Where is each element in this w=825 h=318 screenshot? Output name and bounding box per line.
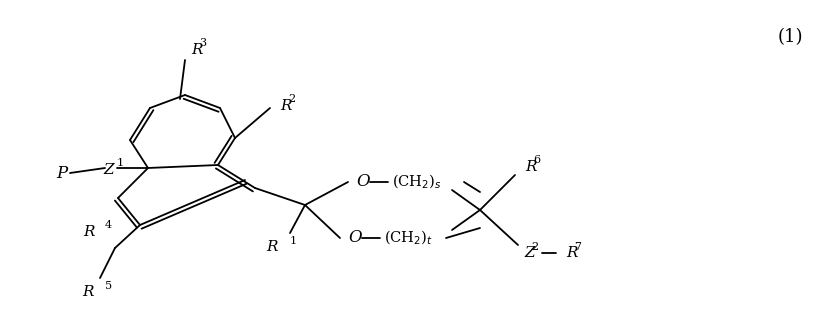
Text: 7: 7	[574, 242, 582, 252]
Text: 1: 1	[116, 158, 124, 168]
Text: 5: 5	[105, 281, 112, 291]
Text: R: R	[525, 160, 536, 174]
Text: R: R	[83, 225, 95, 239]
Text: O: O	[348, 230, 361, 246]
Text: 3: 3	[200, 38, 206, 48]
Text: Z: Z	[104, 163, 115, 177]
Text: R: R	[280, 99, 291, 113]
Text: 1: 1	[290, 236, 297, 246]
Text: P: P	[56, 164, 68, 182]
Text: 2: 2	[289, 94, 295, 104]
Text: (CH$_2$)$_s$: (CH$_2$)$_s$	[392, 173, 441, 191]
Text: R: R	[566, 246, 578, 260]
Text: R: R	[82, 285, 94, 299]
Text: 4: 4	[105, 220, 112, 230]
Text: 2: 2	[531, 242, 539, 252]
Text: 6: 6	[534, 155, 540, 165]
Text: (1): (1)	[777, 28, 803, 46]
Text: Z: Z	[524, 246, 535, 260]
Text: R: R	[191, 43, 202, 57]
Text: O: O	[356, 174, 370, 190]
Text: R: R	[266, 240, 278, 254]
Text: (CH$_2$)$_t$: (CH$_2$)$_t$	[384, 229, 433, 247]
